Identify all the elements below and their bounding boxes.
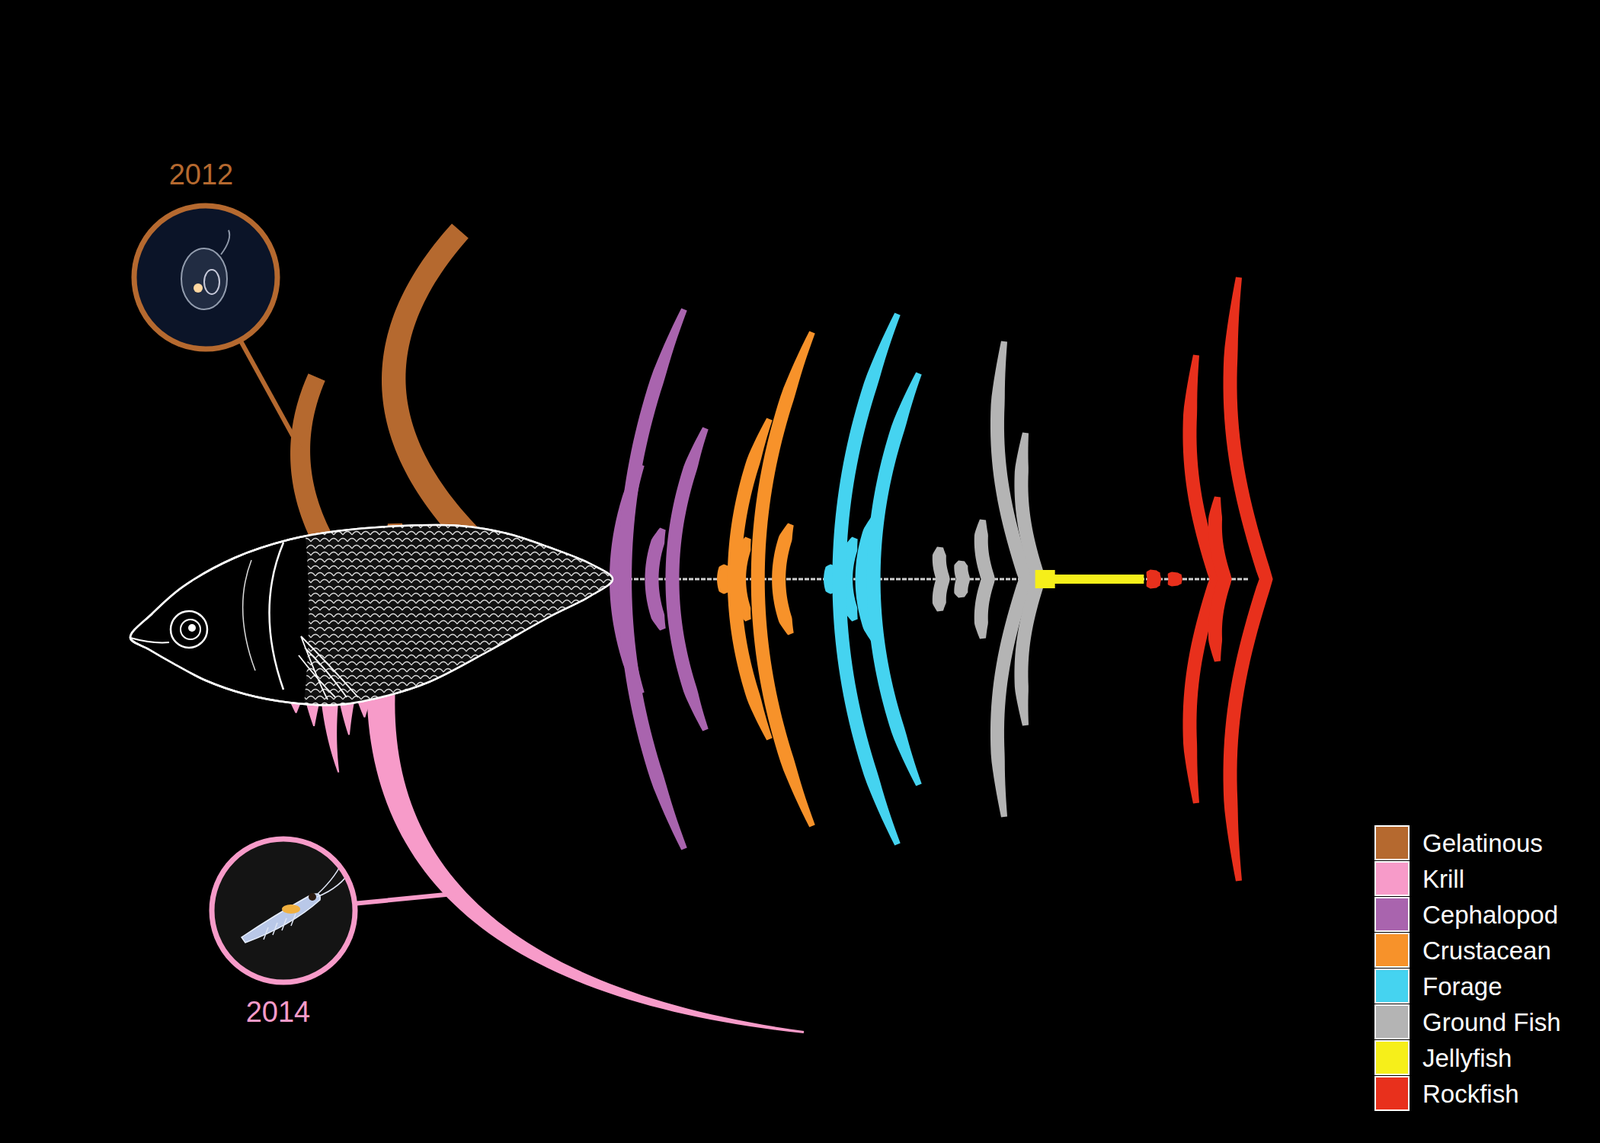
- legend-swatch: [1375, 969, 1409, 1003]
- rib: [665, 426, 708, 731]
- mouth: [130, 637, 170, 643]
- fish-outline: [130, 524, 613, 705]
- callout: 2014: [211, 838, 456, 1028]
- legend: Gelatinous Krill Cephalopod Crustacean Forag…: [1375, 825, 1562, 1111]
- krill-legs: [263, 857, 352, 940]
- krill-gut: [281, 904, 301, 914]
- jelly-organ: [204, 269, 220, 295]
- rib: [1146, 569, 1162, 589]
- krill-body: [241, 893, 320, 943]
- rib: [974, 518, 996, 639]
- fish-scales: [293, 457, 625, 732]
- legend-swatch: [1375, 1040, 1409, 1075]
- image-bg: [134, 205, 278, 349]
- gill: [269, 542, 285, 690]
- rib: [832, 312, 900, 845]
- rib: [1182, 354, 1223, 804]
- rib: [1208, 496, 1232, 662]
- legend-label: Forage: [1422, 972, 1503, 1001]
- chart: 2012 2014 Gelatinous Krill Cephalopod Crustac…: [0, 0, 1600, 1143]
- rib: [867, 371, 922, 786]
- callout-image: [134, 205, 278, 349]
- legend-label: Rockfish: [1422, 1079, 1520, 1108]
- jelly-tail: [220, 230, 230, 255]
- legend-label: Gelatinous: [1422, 828, 1543, 858]
- rib: [751, 330, 816, 827]
- fish: [130, 457, 625, 732]
- eye-inner: [180, 619, 201, 640]
- legend-label: Krill: [1422, 864, 1465, 893]
- annotation: 2014: [246, 995, 311, 1028]
- krill-arc: [367, 694, 805, 1034]
- rib: [1223, 276, 1274, 881]
- rib: [1168, 571, 1183, 586]
- jelly-mark: [1052, 574, 1073, 584]
- callout-ring: [134, 205, 278, 349]
- legend-item: Crustacean: [1375, 933, 1552, 967]
- jelly-spot: [193, 283, 203, 293]
- legend-label: Ground Fish: [1422, 1008, 1562, 1037]
- rib: [990, 340, 1033, 817]
- legend-swatch: [1375, 1004, 1409, 1039]
- legend-item: Gelatinous: [1375, 825, 1543, 860]
- legend-swatch: [1375, 861, 1409, 896]
- scales-area: [293, 457, 625, 732]
- eye-pupil: [188, 624, 196, 632]
- legend-item: Jellyfish: [1375, 1040, 1512, 1075]
- jelly-mark: [1106, 574, 1127, 584]
- legend-swatch: [1375, 825, 1409, 860]
- legend-swatch: [1375, 933, 1409, 967]
- rib: [953, 560, 970, 598]
- jelly-mark: [1035, 569, 1056, 589]
- callout-leader: [240, 339, 301, 449]
- gill-inner: [243, 560, 256, 671]
- pectoral-fin: [298, 636, 359, 700]
- krill-arc: [320, 694, 340, 773]
- image-bg: [211, 838, 356, 983]
- legend-label: Jellyfish: [1422, 1043, 1512, 1072]
- callout-leader: [355, 893, 456, 904]
- annotation: 2012: [169, 158, 234, 191]
- rib: [932, 546, 951, 612]
- jelly-mark: [1070, 574, 1091, 584]
- gelatinous-arc: [381, 223, 479, 546]
- marks: [287, 223, 1274, 1034]
- jelly-mark: [1123, 574, 1144, 584]
- legend-label: Crustacean: [1422, 936, 1552, 965]
- legend-item: Rockfish: [1375, 1076, 1520, 1111]
- callout-ring: [211, 838, 356, 983]
- legend-swatch: [1375, 1076, 1409, 1111]
- jelly-mark: [1088, 574, 1109, 584]
- arc-layer: [287, 223, 804, 1034]
- background: [0, 0, 1600, 1143]
- legend-item: Krill: [1375, 861, 1465, 896]
- krill-eye: [308, 892, 317, 901]
- legend-item: Cephalopod: [1375, 897, 1559, 932]
- legend-item: Forage: [1375, 969, 1503, 1003]
- gelatinous-arc: [290, 373, 332, 542]
- rib: [644, 527, 666, 631]
- legend-label: Cephalopod: [1422, 900, 1559, 929]
- jelly-body: [181, 248, 228, 310]
- callout-image: [211, 838, 356, 983]
- callout: 2012: [134, 158, 301, 450]
- legend-swatch: [1375, 897, 1409, 932]
- rib: [771, 522, 794, 635]
- legend-item: Ground Fish: [1375, 1004, 1562, 1039]
- eye: [170, 611, 208, 648]
- rib-layer: [609, 276, 1274, 881]
